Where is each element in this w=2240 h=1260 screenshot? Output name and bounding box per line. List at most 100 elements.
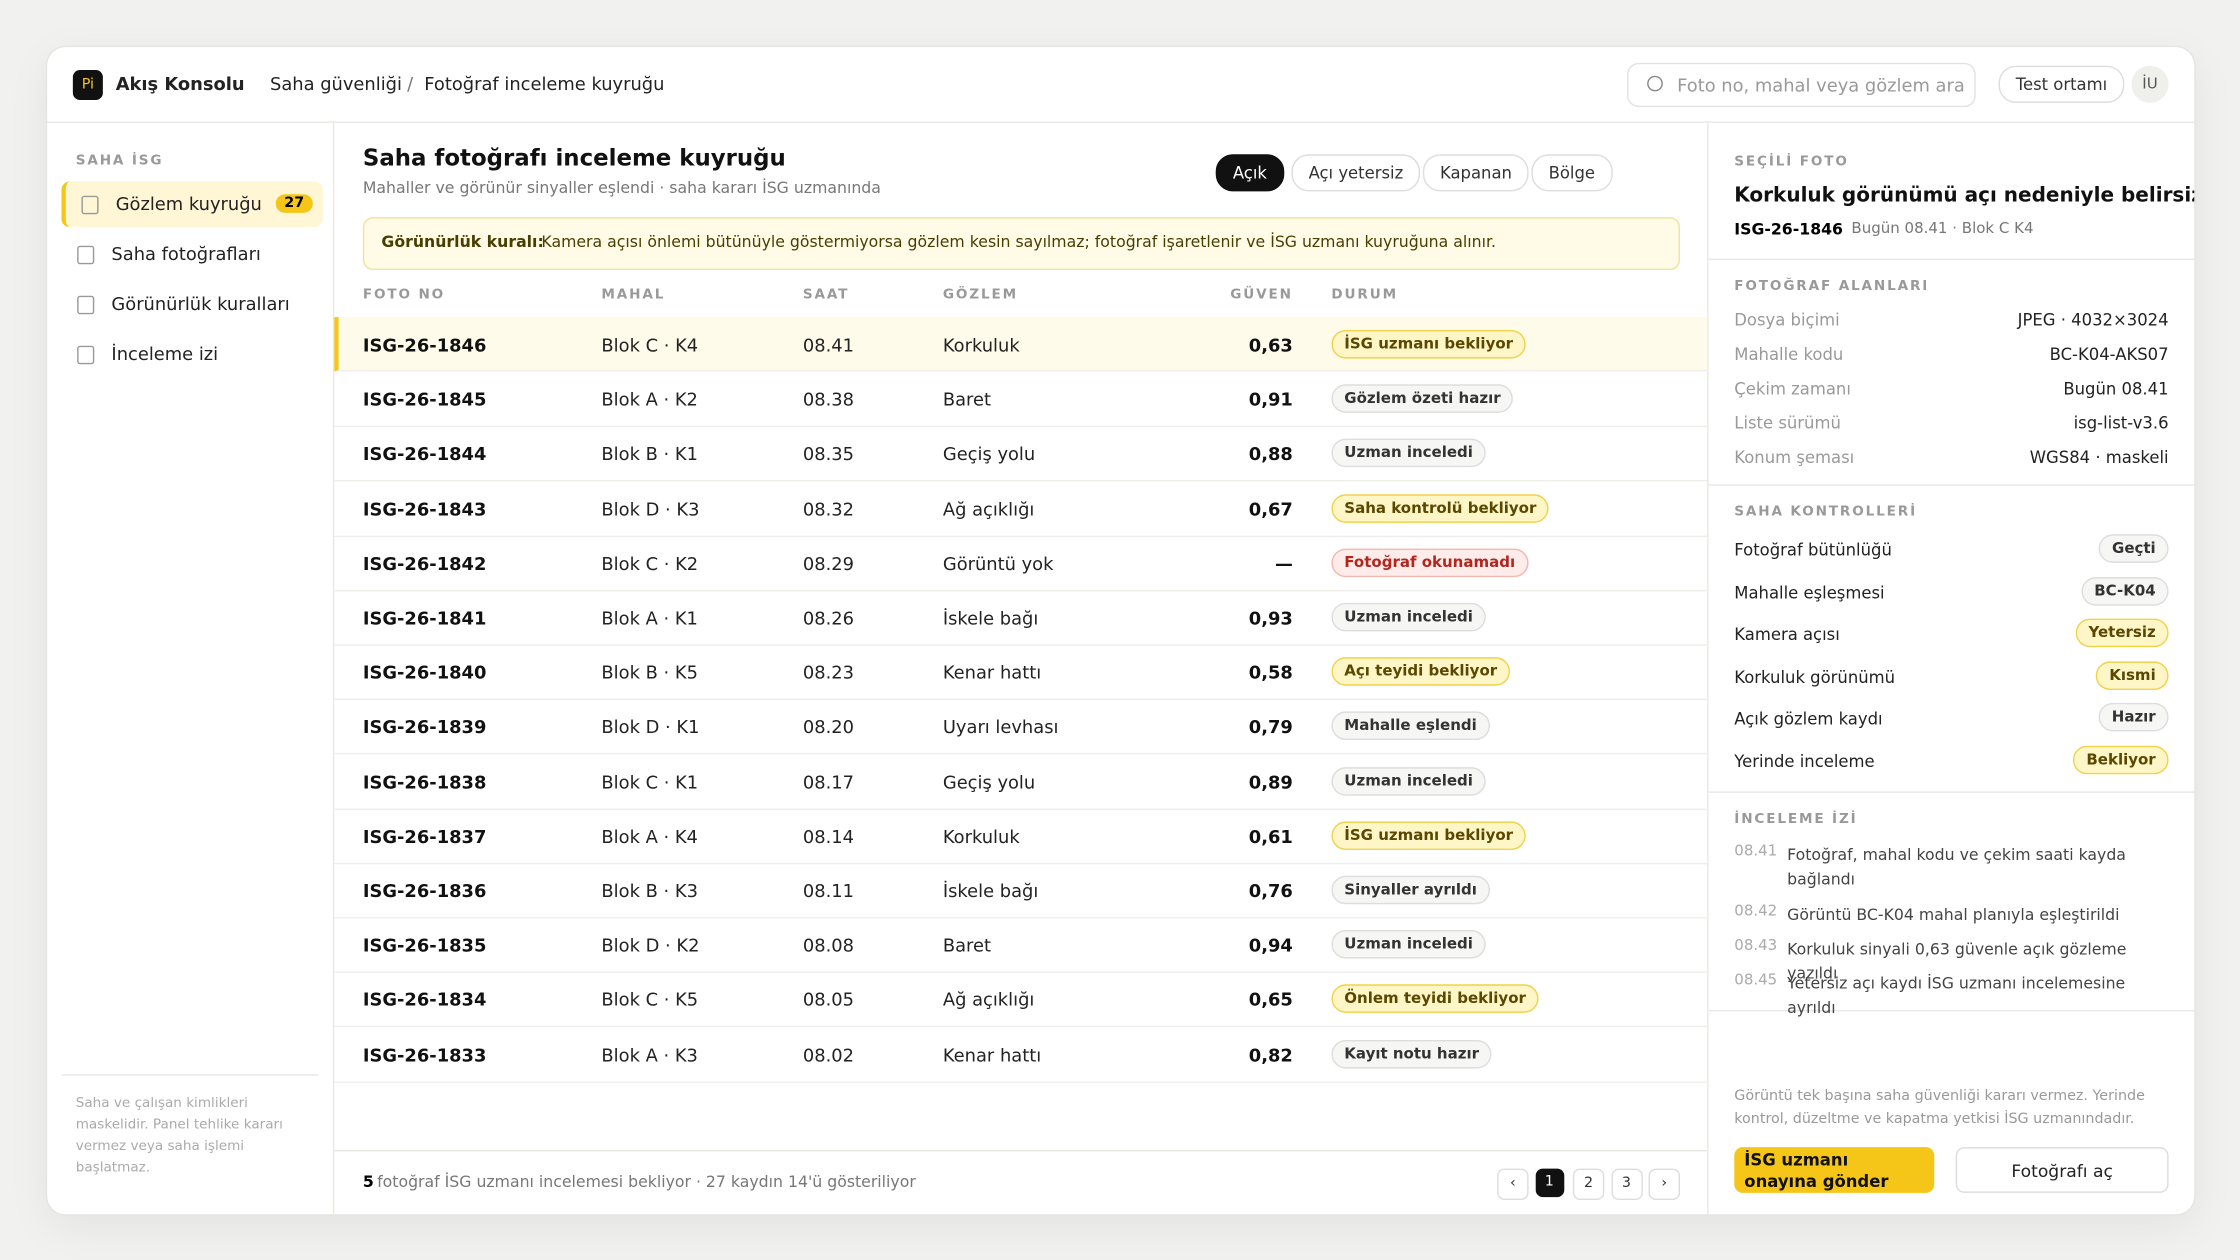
nav-item[interactable]: Görünürlük kuralları	[61, 281, 318, 327]
photo-id: ISG-26-1836	[362, 879, 487, 902]
observation: Ağ açıklığı	[942, 989, 1035, 1011]
time: 08.35	[802, 443, 854, 465]
check-label: Fotoğraf bütünlüğü	[1734, 539, 1892, 560]
table-row[interactable]	[334, 535, 1708, 592]
page-button[interactable]: ‹	[1497, 1168, 1529, 1200]
location: Blok C · K2	[601, 552, 699, 574]
check-status: BC-K04	[2081, 576, 2169, 605]
check-status: Geçti	[2099, 534, 2169, 563]
nav-icon	[77, 295, 95, 315]
photo-id: ISG-26-1843	[362, 497, 487, 520]
panel-note: Görüntü tek başına saha güvenliği kararı…	[1734, 1088, 2145, 1128]
confidence: 0,79	[1248, 716, 1293, 738]
nav-badge: 27	[275, 194, 313, 213]
photo-id: ISG-26-1842	[362, 552, 487, 574]
confidence: —	[1274, 552, 1293, 574]
primary-button[interactable]: İSG uzmanı onayına gönder	[1734, 1147, 1935, 1193]
nav-icon	[77, 345, 95, 365]
log-time: 08.41	[1734, 842, 1778, 860]
table-row[interactable]	[334, 590, 1708, 646]
table-row[interactable]	[334, 645, 1708, 701]
nav-item[interactable]: İnceleme izi	[61, 331, 318, 377]
search[interactable]: Foto no, mahal veya gözlem ara	[1627, 62, 1976, 108]
environment-button[interactable]: Test ortamı	[1998, 65, 2125, 103]
location: Blok A · K3	[601, 1043, 698, 1066]
status-pill: Sinyaller ayrıldı	[1331, 875, 1490, 905]
photo-id: ISG-26-1839	[362, 716, 487, 738]
table-row[interactable]	[334, 863, 1708, 919]
confidence: 0,61	[1248, 825, 1293, 847]
location: Blok D · K1	[601, 716, 700, 738]
confidence: 0,58	[1248, 661, 1293, 684]
page-button[interactable]: 1	[1534, 1168, 1564, 1198]
page-button[interactable]: 2	[1572, 1168, 1605, 1200]
panel-meta: Bugün 08.41 · Blok C K4	[1851, 219, 2034, 238]
table-row[interactable]	[334, 426, 1708, 482]
confidence: 0,93	[1248, 607, 1293, 629]
confidence: 0,67	[1248, 497, 1293, 520]
status-pill: Uzman inceledi	[1331, 930, 1486, 959]
nav-item[interactable]: Saha fotoğrafları	[61, 231, 318, 277]
photo-id: ISG-26-1834	[362, 989, 487, 1011]
location: Blok C · K5	[601, 989, 699, 1011]
breadcrumb-separator: /	[407, 72, 414, 95]
log-text: Fotoğraf, mahal kodu ve çekim saati kayd…	[1787, 845, 2126, 889]
time: 08.02	[802, 1043, 854, 1066]
observation: Görüntü yok	[942, 552, 1054, 574]
table-row[interactable]	[334, 1027, 1708, 1083]
status-pill: Uzman inceledi	[1331, 602, 1486, 632]
rule-label: Görünürlük kuralı:	[381, 232, 544, 252]
rule-text: Kamera açısı önlemi bütünüyle göstermiyo…	[541, 232, 1496, 252]
filter-button[interactable]: Bölge	[1531, 154, 1613, 192]
photo-id: ISG-26-1846	[362, 334, 487, 356]
observation: Baret	[942, 388, 992, 411]
observation: Korkuluk	[942, 334, 1020, 356]
location: Blok B · K1	[601, 443, 698, 465]
observation: İskele bağı	[942, 607, 1039, 629]
nav-item[interactable]: Gözlem kuyruğu 27	[61, 181, 323, 228]
check-label: Yerinde inceleme	[1734, 750, 1875, 771]
confidence: 0,65	[1248, 989, 1293, 1011]
table-row[interactable]	[334, 699, 1708, 755]
log-time: 08.42	[1734, 902, 1778, 920]
field-value: WGS84 · maskeli	[2029, 447, 2169, 468]
status-pill: Uzman inceledi	[1331, 439, 1486, 468]
observation: Kenar hattı	[942, 1043, 1042, 1066]
avatar[interactable]: İU	[2131, 65, 2169, 103]
observation: Ağ açıklığı	[942, 497, 1035, 520]
table-row[interactable]	[334, 808, 1708, 864]
column-header: FOTO NO	[362, 287, 446, 303]
nav-icon	[81, 195, 99, 215]
observation: Korkuluk	[942, 825, 1020, 847]
status-pill: Mahalle eşlendi	[1331, 711, 1490, 741]
photo-id: ISG-26-1837	[362, 825, 487, 847]
table-row[interactable]	[334, 917, 1708, 974]
status-pill: Fotoğraf okunamadı	[1331, 548, 1528, 577]
time: 08.41	[802, 334, 854, 356]
filter-button[interactable]: Açı yetersiz	[1291, 154, 1421, 192]
table-row[interactable]	[334, 481, 1708, 537]
field-value: isg-list-v3.6	[2073, 412, 2169, 433]
observation: Kenar hattı	[942, 661, 1042, 684]
filter-button[interactable]: Açık	[1215, 154, 1285, 192]
field-value: JPEG · 4032×3024	[2017, 309, 2169, 330]
section-label: SAHA İSG	[75, 152, 164, 169]
panel-id: ISG-26-1846	[1734, 219, 1844, 239]
table-row[interactable]	[334, 372, 1708, 428]
secondary-button[interactable]: Fotoğrafı aç	[1955, 1147, 2169, 1193]
table-row[interactable]	[334, 972, 1708, 1028]
filter-button[interactable]: Kapanan	[1422, 154, 1530, 192]
page-button[interactable]: 3	[1610, 1168, 1643, 1200]
time: 08.29	[802, 552, 854, 574]
photo-id: ISG-26-1838	[362, 770, 487, 793]
check-status: Bekliyor	[2073, 744, 2169, 774]
field-value: Bugün 08.41	[2063, 378, 2169, 399]
nav-label: İnceleme izi	[111, 342, 219, 365]
topbar-divider	[47, 121, 2195, 123]
breadcrumb-item[interactable]: Saha güvenliği	[269, 72, 402, 95]
table-row[interactable]	[334, 754, 1708, 810]
column-header: GÖZLEM	[942, 287, 1018, 303]
page-button[interactable]: ›	[1648, 1168, 1680, 1200]
check-label: Korkuluk görünümü	[1734, 666, 1896, 687]
main-title: Saha fotoğrafı inceleme kuyruğu	[362, 144, 786, 172]
